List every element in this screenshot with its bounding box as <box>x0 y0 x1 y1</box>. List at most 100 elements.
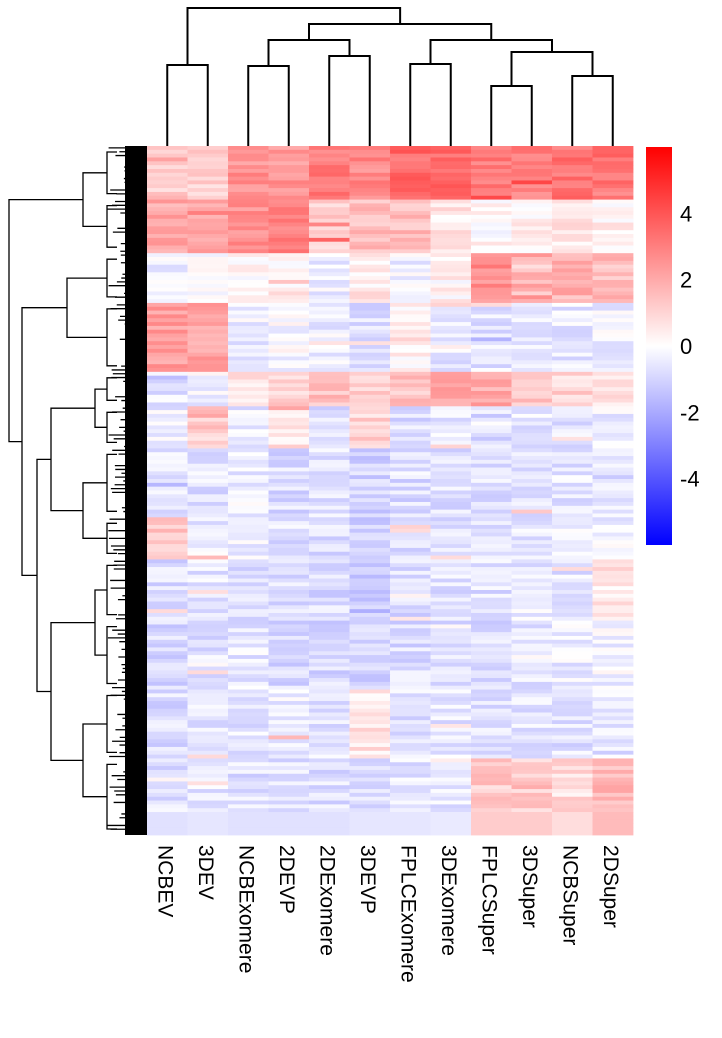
heatmap-cell <box>268 459 310 465</box>
heatmap-cell <box>552 456 593 461</box>
heatmap-cell <box>592 211 634 216</box>
heatmap-cell <box>592 161 634 166</box>
heatmap-cell <box>390 513 431 518</box>
heatmap-cell <box>349 528 391 534</box>
heatmap-cell <box>228 701 269 706</box>
heatmap-cell <box>309 356 350 361</box>
heatmap-cell <box>552 360 593 365</box>
heatmap-cell <box>309 704 350 710</box>
heatmap-cell <box>268 249 310 254</box>
heatmap-cell <box>390 368 431 373</box>
heatmap-cell <box>309 218 350 223</box>
heatmap-cell <box>511 433 553 438</box>
heatmap-cell <box>349 739 391 744</box>
heatmap-cell <box>147 544 188 549</box>
heatmap-cell <box>268 188 310 193</box>
heatmap-cell <box>552 490 593 495</box>
heatmap-cell <box>309 257 350 262</box>
heatmap-cell <box>187 712 229 717</box>
heatmap-cell <box>552 769 593 775</box>
heatmap-cell <box>268 570 310 576</box>
heatmap-cell <box>430 624 472 629</box>
heatmap-cell <box>390 612 431 618</box>
heatmap-cell <box>552 264 593 269</box>
heatmap-cell <box>592 808 634 813</box>
heatmap-cell <box>552 364 593 369</box>
heatmap-cell <box>592 410 634 415</box>
heatmap-cell <box>309 149 350 155</box>
heatmap-cell <box>511 689 553 694</box>
heatmap-cell <box>349 348 391 354</box>
heatmap-cell <box>552 815 593 821</box>
heatmap-cell <box>511 578 553 583</box>
heatmap-cell <box>309 260 350 266</box>
heatmap-cell <box>430 570 472 576</box>
heatmap-cell <box>268 620 310 625</box>
heatmap-cell <box>471 387 512 392</box>
heatmap-cell <box>187 819 229 824</box>
heatmap-cell <box>471 337 512 342</box>
heatmap-cell <box>471 234 512 239</box>
heatmap-cell <box>511 456 553 461</box>
heatmap-cell <box>268 226 310 231</box>
row-dendrogram <box>8 146 147 835</box>
heatmap-cell <box>147 620 188 625</box>
heatmap-cell <box>349 394 391 400</box>
heatmap-cell <box>552 517 593 522</box>
heatmap-cell <box>228 207 269 212</box>
heatmap-cell <box>228 827 269 832</box>
heatmap-cell <box>349 302 391 308</box>
heatmap-cell <box>592 341 634 346</box>
dendrogram-link <box>106 763 117 830</box>
heatmap-cell <box>430 444 472 449</box>
heatmap-cell <box>471 620 512 625</box>
heatmap-cell <box>390 590 431 595</box>
heatmap-cell <box>430 563 472 568</box>
heatmap-cell <box>147 616 188 622</box>
heatmap-cell <box>430 475 472 480</box>
heatmap-cell <box>147 387 188 392</box>
heatmap-cell <box>592 762 634 767</box>
heatmap-cell <box>228 670 269 675</box>
heatmap-cell <box>390 436 431 442</box>
heatmap-cell <box>309 651 350 656</box>
heatmap-cell <box>471 597 512 602</box>
heatmap-cell <box>430 769 472 775</box>
heatmap-cell <box>228 172 269 178</box>
heatmap-cell <box>309 406 350 411</box>
heatmap-cell <box>309 410 350 415</box>
heatmap-cell <box>390 800 431 805</box>
heatmap-cell <box>430 655 472 660</box>
heatmap-cell <box>349 433 391 438</box>
heatmap-cell <box>511 746 553 752</box>
heatmap-cell <box>268 704 310 710</box>
heatmap-cell <box>552 609 593 614</box>
heatmap-cell <box>147 325 188 331</box>
heatmap-cell <box>228 168 269 174</box>
heatmap-cell <box>592 157 634 162</box>
heatmap-cell <box>187 184 229 189</box>
heatmap-cell <box>511 701 553 706</box>
heatmap-cell <box>390 647 431 652</box>
heatmap-cell <box>552 413 593 419</box>
heatmap-cell <box>471 253 512 258</box>
heatmap-cell <box>268 769 310 775</box>
heatmap-cell <box>471 762 512 767</box>
heatmap-cell <box>390 371 431 377</box>
heatmap-cell <box>147 704 188 710</box>
heatmap-cell <box>309 563 350 568</box>
heatmap-cell <box>511 425 553 430</box>
heatmap-cell <box>187 547 229 553</box>
heatmap-cell <box>552 394 593 400</box>
heatmap-cell <box>390 410 431 415</box>
heatmap-cell <box>187 199 229 204</box>
heatmap-cell <box>390 299 431 304</box>
heatmap-cell <box>430 176 472 181</box>
heatmap-cell <box>552 237 593 243</box>
heatmap-cell <box>268 739 310 744</box>
heatmap-cell <box>552 823 593 828</box>
heatmap-cell <box>511 666 553 671</box>
heatmap-cell <box>268 540 310 545</box>
heatmap-cell <box>471 390 512 396</box>
heatmap-cell <box>552 180 593 185</box>
